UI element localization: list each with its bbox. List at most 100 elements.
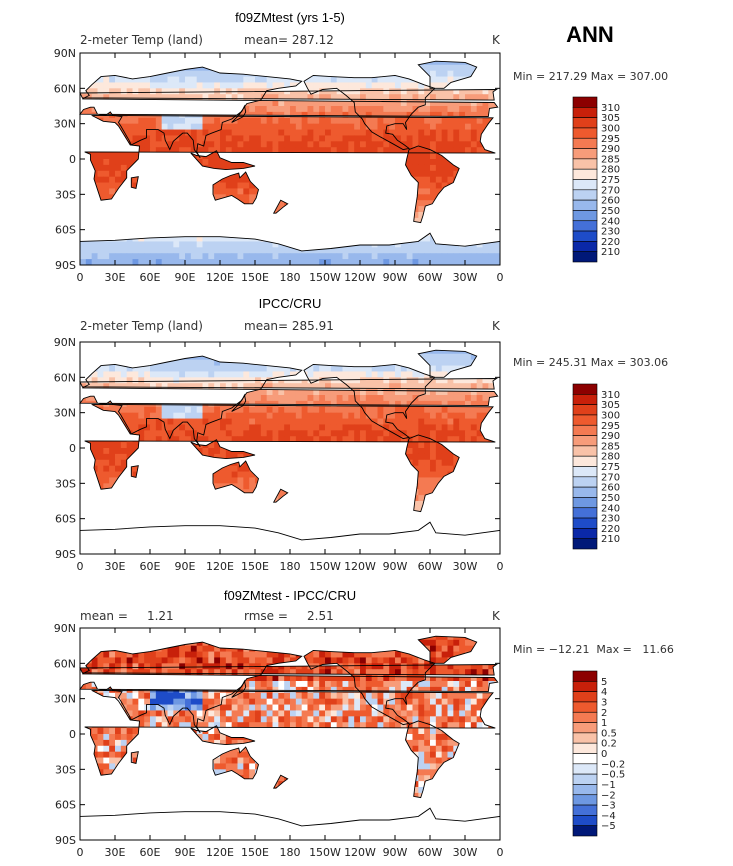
colorbar-swatch <box>572 784 598 796</box>
colorbar-label: 285 <box>601 154 620 165</box>
panel-left-label: 2-meter Temp (land) <box>80 319 203 333</box>
colorbar-label: 4 <box>601 687 607 698</box>
panel-min-max: Min = −12.21 Max = 11.66 <box>513 643 674 656</box>
lat-tick-label: 90N <box>54 622 76 635</box>
colorbar-swatch <box>572 96 598 108</box>
lon-tick-label: 60E <box>140 560 161 573</box>
coastline-indonesia <box>190 150 256 171</box>
colorbar-swatch <box>572 763 598 775</box>
lon-tick-label: 30E <box>105 846 126 859</box>
lat-tick-label: 30N <box>54 693 76 706</box>
colorbar-label: 230 <box>601 514 620 525</box>
colorbar-label: 295 <box>601 134 620 145</box>
colorbar-swatch <box>572 158 598 170</box>
colorbar-label: 305 <box>601 400 620 411</box>
lon-tick-label: 150E <box>241 560 269 573</box>
coastline-nz <box>272 774 289 789</box>
colorbar-swatch <box>572 794 598 806</box>
colorbar-label: −2 <box>601 790 616 801</box>
coastline-indonesia <box>190 439 256 460</box>
colorbar-swatch <box>572 711 598 723</box>
colorbar-swatch <box>572 210 598 222</box>
panel-title: f09ZMtest (yrs 1-5) <box>235 10 345 25</box>
colorbar-swatch <box>572 168 598 180</box>
colorbar-label: 260 <box>601 483 620 494</box>
colorbar-label: 280 <box>601 165 620 176</box>
coastline-namerica <box>303 363 436 440</box>
colorbar-swatch <box>572 466 598 478</box>
colorbar-swatch <box>572 825 598 837</box>
panel-units: K <box>492 609 501 623</box>
lon-tick-label: 150E <box>241 271 269 284</box>
lon-tick-label: 180 <box>280 560 301 573</box>
coastline-africa <box>84 689 496 776</box>
lat-tick-label: 30N <box>54 118 76 131</box>
panel-model: f09ZMtest (yrs 1-5) 2-meter Temp (land) … <box>54 10 668 284</box>
lat-tick-label: 60N <box>54 371 76 384</box>
colorbar-label: −4 <box>601 811 616 822</box>
lat-tick-label: 30S <box>55 477 76 490</box>
coastline-australia <box>212 171 260 205</box>
lat-tick-label: 90N <box>54 47 76 60</box>
colorbar-label: 275 <box>601 175 620 186</box>
colorbar-label: 3 <box>601 697 607 708</box>
colorbar-swatch <box>572 241 598 252</box>
colorbar-label: 230 <box>601 227 620 238</box>
coastline-namerica <box>303 649 436 726</box>
lon-tick-label: 0 <box>77 271 84 284</box>
colorbar-swatch <box>572 486 598 498</box>
lat-tick-label: 90S <box>55 259 76 272</box>
colorbar-swatch <box>572 681 598 692</box>
colorbar-label: 290 <box>601 144 620 155</box>
season-label: ANN <box>566 22 614 47</box>
coastline-madagascar <box>130 176 139 189</box>
lon-tick-label: 90W <box>383 846 408 859</box>
coastline-namerica <box>303 74 436 151</box>
colorbar-label: 295 <box>601 421 620 432</box>
coastline-greenland <box>417 349 478 378</box>
lat-tick-label: 60N <box>54 82 76 95</box>
colorbar-label: 275 <box>601 462 620 473</box>
colorbar-label: 220 <box>601 524 620 535</box>
lat-tick-label: 0 <box>69 728 76 741</box>
colorbar-swatch <box>572 476 598 488</box>
lat-tick-label: 90S <box>55 548 76 561</box>
colorbar-swatch <box>572 404 598 416</box>
lon-tick-label: 120E <box>206 560 234 573</box>
lon-tick-label: 0 <box>497 846 504 859</box>
colorbar-label: 270 <box>601 185 620 196</box>
coastline-uk <box>79 378 498 390</box>
colorbar-swatch <box>572 137 598 149</box>
coastline-japan <box>231 104 247 123</box>
colorbar-swatch <box>572 189 598 201</box>
lat-tick-label: 0 <box>69 442 76 455</box>
coastline-nz <box>272 488 289 503</box>
coastline-africa <box>84 403 496 490</box>
panel-title: f09ZMtest - IPCC/CRU <box>224 588 356 603</box>
panel-min-max: Min = 245.31 Max = 303.06 <box>513 356 668 369</box>
colorbar-label: 240 <box>601 503 620 514</box>
colorbar-label: 310 <box>601 103 620 114</box>
colorbar-label: 0.5 <box>601 728 617 739</box>
lon-tick-label: 0 <box>497 271 504 284</box>
colorbar-label: 310 <box>601 390 620 401</box>
colorbar-swatch <box>572 722 598 734</box>
colorbar-swatch <box>572 435 598 447</box>
lon-tick-label: 150W <box>309 560 341 573</box>
lon-tick-label: 30W <box>453 846 478 859</box>
lon-tick-label: 60E <box>140 271 161 284</box>
lon-tick-label: 120W <box>344 271 376 284</box>
lon-tick-label: 120E <box>206 271 234 284</box>
panel-observed: IPCC/CRU 2-meter Temp (land) mean= 285.9… <box>54 296 668 573</box>
colorbar-swatch <box>572 394 598 405</box>
colorbar-swatch <box>572 804 598 816</box>
colorbar-label: 240 <box>601 216 620 227</box>
colorbar-label: 0.2 <box>601 739 617 750</box>
colorbar: 3103053002952902852802752702602502402302… <box>572 383 620 550</box>
colorbar-label: 1 <box>601 718 607 729</box>
panel-title: IPCC/CRU <box>259 296 322 311</box>
colorbar: 3103053002952902852802752702602502402302… <box>572 96 620 263</box>
panel-mid-label: rmse = 2.51 <box>244 609 334 623</box>
coastline-madagascar <box>130 465 139 478</box>
